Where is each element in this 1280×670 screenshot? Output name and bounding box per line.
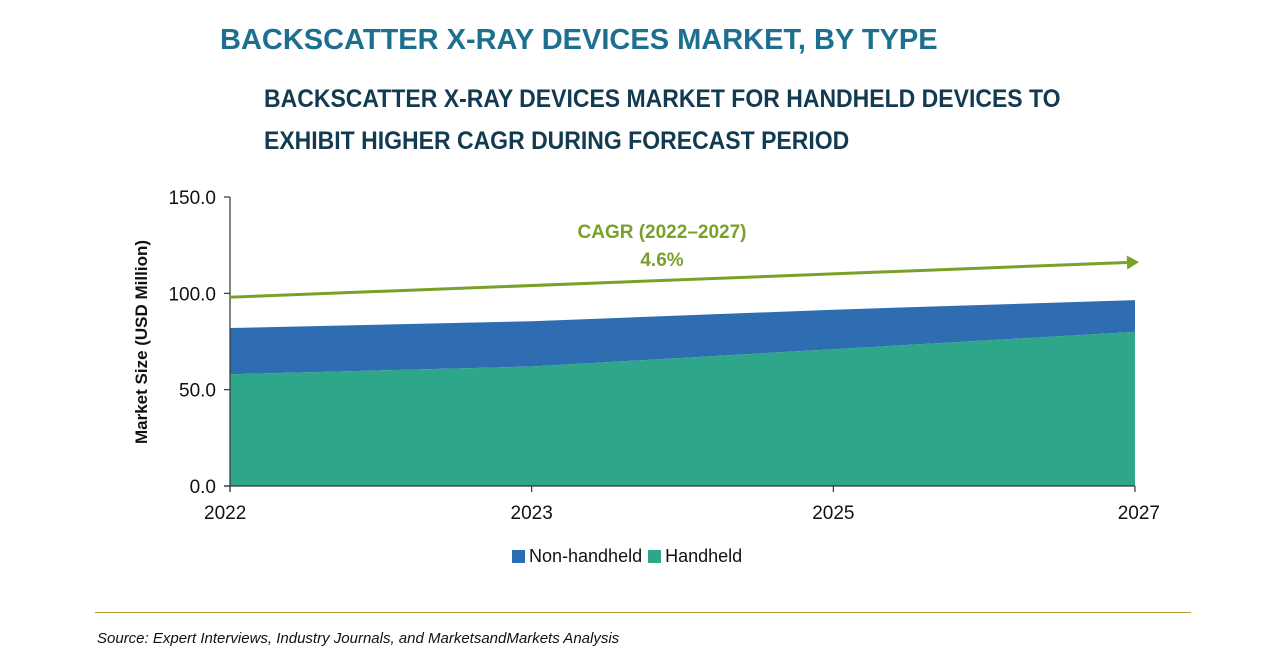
y-tick-label: 100.0 <box>168 284 216 305</box>
y-tick-label: 50.0 <box>179 381 216 402</box>
cagr-arrow-line <box>229 261 1128 299</box>
area-non-handheld <box>230 300 1135 375</box>
legend-item-non-handheld: Non-handheld <box>512 546 642 567</box>
x-tick-label: 2027 <box>1118 503 1160 524</box>
legend-label-non-handheld: Non-handheld <box>529 546 643 566</box>
area-chart: Market Size (USD Million) 0.0 50.0 100.0 15… <box>132 188 1160 524</box>
x-tick-label: 2023 <box>511 503 553 524</box>
x-tick-label: 2022 <box>204 503 246 524</box>
legend-swatch-handheld <box>648 550 662 563</box>
cagr-value: 4.6% <box>640 250 683 271</box>
y-tick-label: 0.0 <box>190 477 216 498</box>
chart-title: BACKSCATTER X-RAY DEVICES MARKET, BY TYP… <box>220 24 938 56</box>
cagr-label: CAGR (2022–2027) <box>578 222 747 243</box>
chart-legend: Non-handheld Handheld <box>512 546 742 567</box>
area-handheld <box>230 331 1135 486</box>
chart-subtitle: BACKSCATTER X-RAY DEVICES MARKET FOR HAN… <box>264 85 1061 155</box>
cagr-arrow-head <box>1126 255 1139 270</box>
y-tick-label: 150.0 <box>168 188 216 209</box>
x-tick-label: 2025 <box>812 503 854 524</box>
source-note: Source: Expert Interviews, Industry Jour… <box>97 630 620 647</box>
legend-item-handheld: Handheld <box>648 546 742 567</box>
footer-divider <box>95 612 1191 613</box>
legend-swatch-non-handheld <box>512 550 525 563</box>
y-axis-label: Market Size (USD Million) <box>132 240 151 444</box>
legend-label-handheld: Handheld <box>665 546 743 566</box>
